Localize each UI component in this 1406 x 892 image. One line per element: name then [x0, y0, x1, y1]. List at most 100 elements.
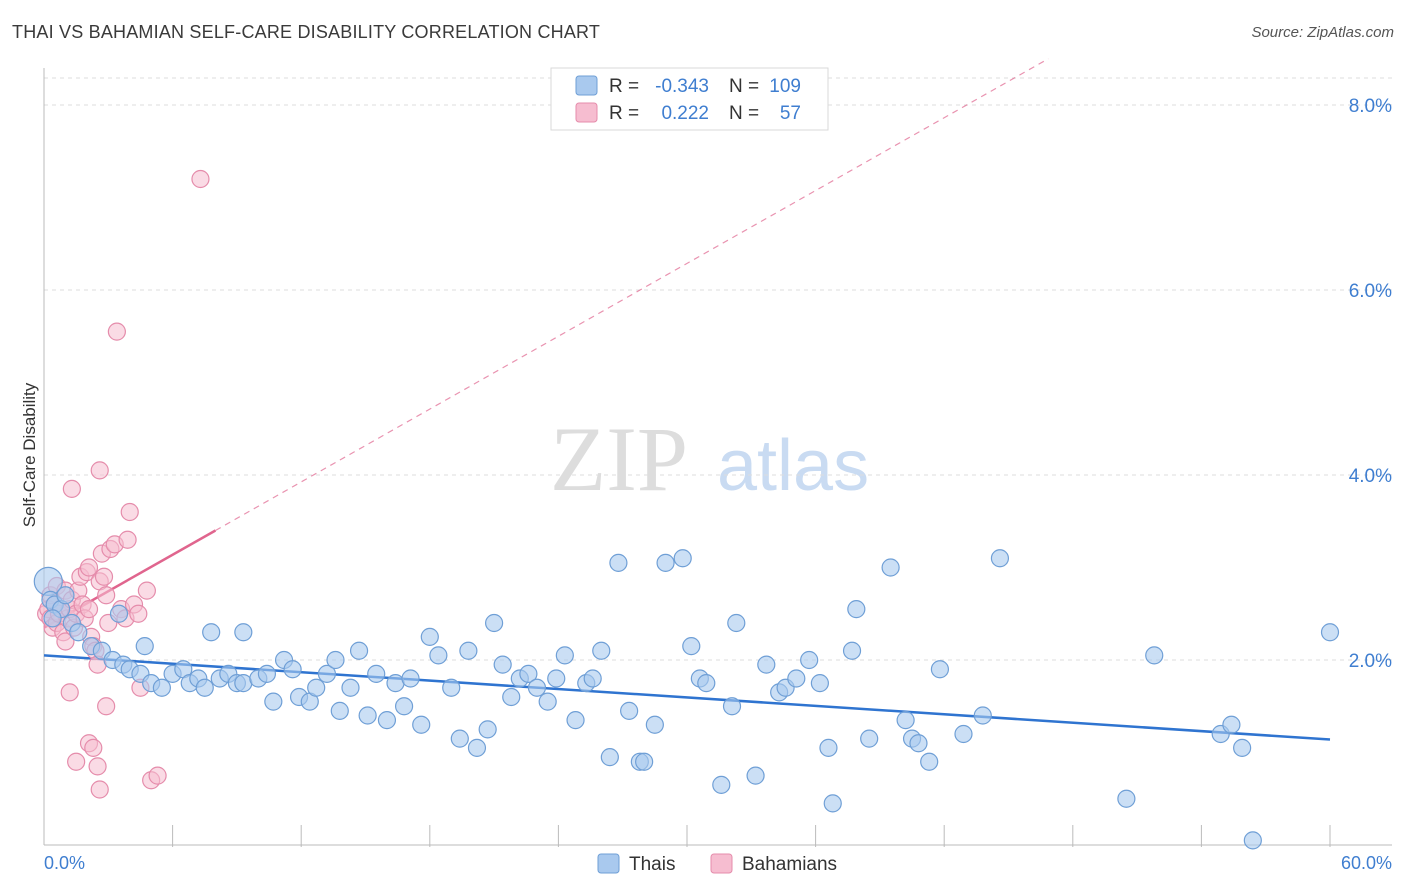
- bahamians-point: [56, 632, 75, 651]
- thais-point: [307, 678, 326, 697]
- thais-point: [257, 664, 277, 683]
- thais-point: [450, 729, 469, 748]
- bahamians-point: [137, 581, 156, 600]
- thais-point: [1117, 789, 1136, 808]
- legend-swatch-bahamians: [575, 102, 598, 123]
- thais-point: [810, 674, 829, 693]
- thais-point: [1233, 738, 1252, 757]
- stats-legend: R = -0.343 N = 109 R = 0.222 N = 57: [550, 67, 829, 131]
- bottom-legend-bahamians: Bahamians: [742, 854, 837, 875]
- thais-point: [656, 553, 675, 572]
- bottom-legend-swatch-bahamians: [710, 853, 733, 874]
- thais-point: [990, 549, 1010, 568]
- thais-point: [234, 674, 253, 693]
- thais-point: [600, 748, 619, 767]
- thais-point: [645, 715, 664, 734]
- thais-point: [330, 701, 349, 720]
- thais-point: [842, 641, 862, 660]
- bahamians-point: [107, 322, 126, 341]
- thais-point: [386, 674, 405, 693]
- thais-trend-line: [43, 654, 1331, 741]
- bahamians-point: [97, 697, 116, 716]
- thais-point: [341, 678, 360, 697]
- axes: [43, 68, 1392, 846]
- thais-point: [152, 678, 171, 697]
- y-tick-labels: 2.0% 4.0% 6.0% 8.0%: [1349, 96, 1392, 672]
- x-tick-label-60: 60.0%: [1341, 853, 1392, 873]
- thais-point: [195, 678, 214, 697]
- series-legend: Thais Bahamians: [597, 853, 837, 875]
- thais-point: [367, 664, 386, 683]
- thais-point: [377, 711, 397, 730]
- legend-r-value-thais: -0.343: [655, 76, 709, 97]
- legend-r-label-thais: R =: [609, 76, 639, 97]
- thais-point: [555, 646, 574, 665]
- thais-point: [264, 692, 283, 711]
- thais-point: [502, 687, 521, 707]
- thais-point: [847, 600, 866, 619]
- thais-point: [527, 678, 547, 697]
- thais-point: [202, 623, 221, 642]
- thais-point: [429, 646, 448, 665]
- thais-point: [69, 623, 88, 642]
- watermark: ZIP atlas: [550, 408, 869, 510]
- thais-point: [538, 692, 557, 711]
- bahamians-point: [84, 738, 103, 757]
- thais-point: [673, 549, 692, 568]
- legend-n-value-thais: 109: [769, 76, 801, 97]
- thais-point: [326, 650, 345, 670]
- source-label: Source: ZipAtlas.com: [1251, 24, 1394, 41]
- thais-point: [109, 604, 129, 623]
- thais-point: [881, 558, 900, 577]
- bahamians-point: [79, 558, 99, 577]
- thais-point: [420, 627, 439, 646]
- thais-point: [635, 752, 654, 771]
- bahamians-point: [67, 752, 86, 771]
- thais-point: [727, 613, 746, 633]
- bahamians-points: [37, 169, 210, 799]
- bahamians-point: [62, 479, 81, 498]
- thais-point: [394, 697, 414, 716]
- thais-point: [583, 669, 602, 688]
- bahamians-point: [129, 604, 148, 623]
- thais-point: [234, 623, 253, 642]
- y-tick-label: 6.0%: [1349, 281, 1392, 302]
- thais-point: [478, 720, 497, 739]
- thais-point: [712, 775, 731, 794]
- bahamians-point: [191, 169, 210, 189]
- thais-point: [349, 641, 369, 660]
- thais-point: [896, 711, 915, 730]
- bahamians-trend-extension: [215, 58, 1049, 532]
- bottom-legend-thais: Thais: [629, 854, 675, 875]
- thais-point: [860, 729, 879, 748]
- thais-point: [909, 734, 928, 753]
- thais-point: [566, 711, 585, 730]
- legend-swatch-thais: [575, 75, 598, 96]
- bahamians-point: [88, 757, 107, 776]
- thais-point: [1145, 646, 1164, 665]
- thais-point: [442, 678, 461, 697]
- thais-points: [33, 549, 1340, 850]
- thais-point: [317, 664, 337, 683]
- y-tick-label: 4.0%: [1349, 466, 1392, 487]
- thais-point: [746, 766, 765, 785]
- thais-point: [519, 664, 538, 683]
- chart-title: THAI VS BAHAMIAN SELF-CARE DISABILITY CO…: [12, 22, 601, 42]
- thais-point: [757, 655, 776, 674]
- thais-point: [547, 669, 566, 688]
- thais-point: [697, 674, 716, 693]
- thais-point: [930, 660, 950, 679]
- watermark-zip: ZIP: [550, 408, 688, 510]
- thais-point: [592, 641, 611, 660]
- thais-point: [412, 715, 431, 734]
- bahamians-point: [148, 766, 167, 785]
- thais-point: [493, 655, 512, 674]
- x-tick-label-0: 0.0%: [44, 853, 85, 873]
- thais-point: [467, 738, 487, 757]
- thais-point: [682, 637, 701, 656]
- thais-point: [722, 697, 742, 716]
- thais-point: [620, 701, 639, 720]
- bahamians-point: [79, 600, 99, 619]
- legend-n-label-bahamians: N =: [729, 103, 759, 124]
- legend-r-value-bahamians: 0.222: [661, 103, 709, 124]
